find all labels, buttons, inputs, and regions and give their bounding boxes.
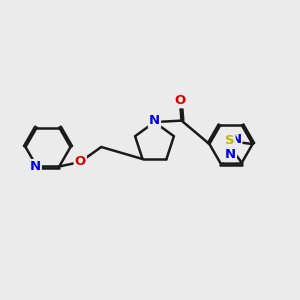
Text: N: N [30,160,41,173]
Text: N: N [149,114,160,127]
Text: O: O [75,155,86,169]
Text: S: S [225,134,234,147]
Text: O: O [174,94,186,107]
Text: N: N [230,133,242,146]
Text: N: N [225,148,236,161]
